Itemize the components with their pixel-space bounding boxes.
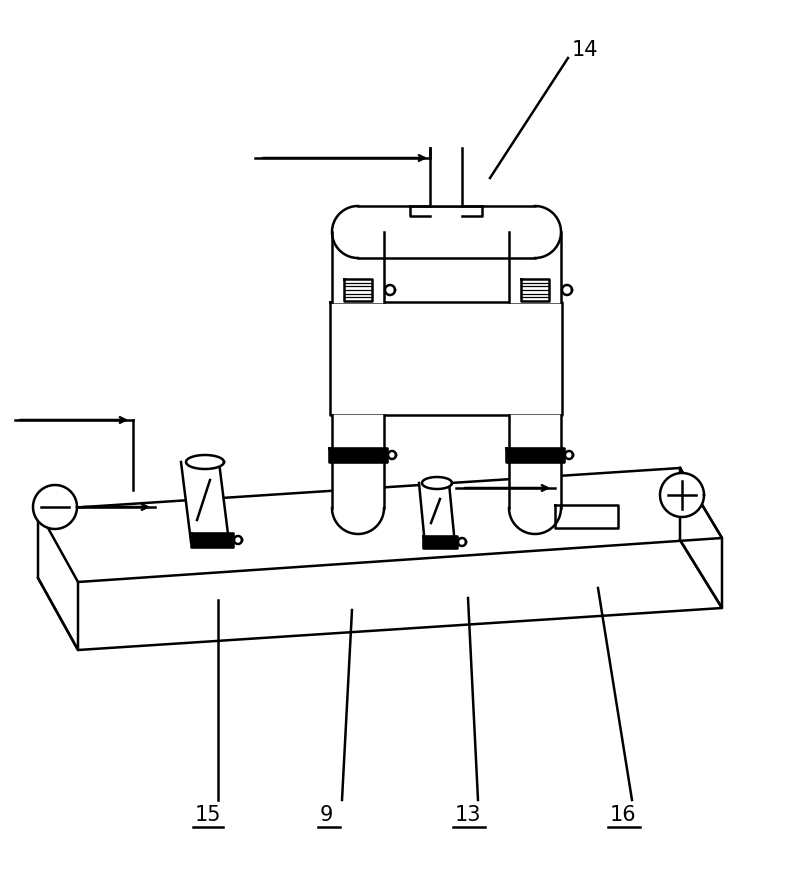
Polygon shape <box>419 483 455 545</box>
Polygon shape <box>506 448 564 462</box>
Polygon shape <box>186 455 224 469</box>
Polygon shape <box>332 206 358 258</box>
Polygon shape <box>509 232 561 302</box>
Polygon shape <box>509 415 561 462</box>
Polygon shape <box>555 505 618 528</box>
Polygon shape <box>191 533 233 547</box>
Polygon shape <box>565 451 573 459</box>
Polygon shape <box>509 462 561 508</box>
Polygon shape <box>181 462 229 542</box>
Polygon shape <box>329 448 387 462</box>
Text: 13: 13 <box>455 805 482 825</box>
Polygon shape <box>423 536 457 548</box>
Polygon shape <box>38 468 722 582</box>
Polygon shape <box>509 508 561 534</box>
Polygon shape <box>458 538 466 546</box>
Polygon shape <box>521 279 549 301</box>
Polygon shape <box>344 279 372 301</box>
Polygon shape <box>680 468 722 608</box>
Polygon shape <box>385 285 395 295</box>
Polygon shape <box>332 415 384 462</box>
Polygon shape <box>422 477 452 489</box>
Text: 16: 16 <box>610 805 637 825</box>
Text: 15: 15 <box>195 805 222 825</box>
Text: 14: 14 <box>572 40 598 60</box>
Polygon shape <box>430 148 462 206</box>
Polygon shape <box>562 285 572 295</box>
Polygon shape <box>33 485 77 529</box>
Polygon shape <box>332 462 384 508</box>
Polygon shape <box>332 508 384 534</box>
Polygon shape <box>660 473 704 517</box>
Polygon shape <box>234 536 242 544</box>
Polygon shape <box>358 206 535 258</box>
Polygon shape <box>38 510 78 650</box>
Polygon shape <box>535 206 561 258</box>
Polygon shape <box>388 451 396 459</box>
Polygon shape <box>332 232 384 302</box>
Polygon shape <box>330 302 562 415</box>
Text: 9: 9 <box>320 805 334 825</box>
